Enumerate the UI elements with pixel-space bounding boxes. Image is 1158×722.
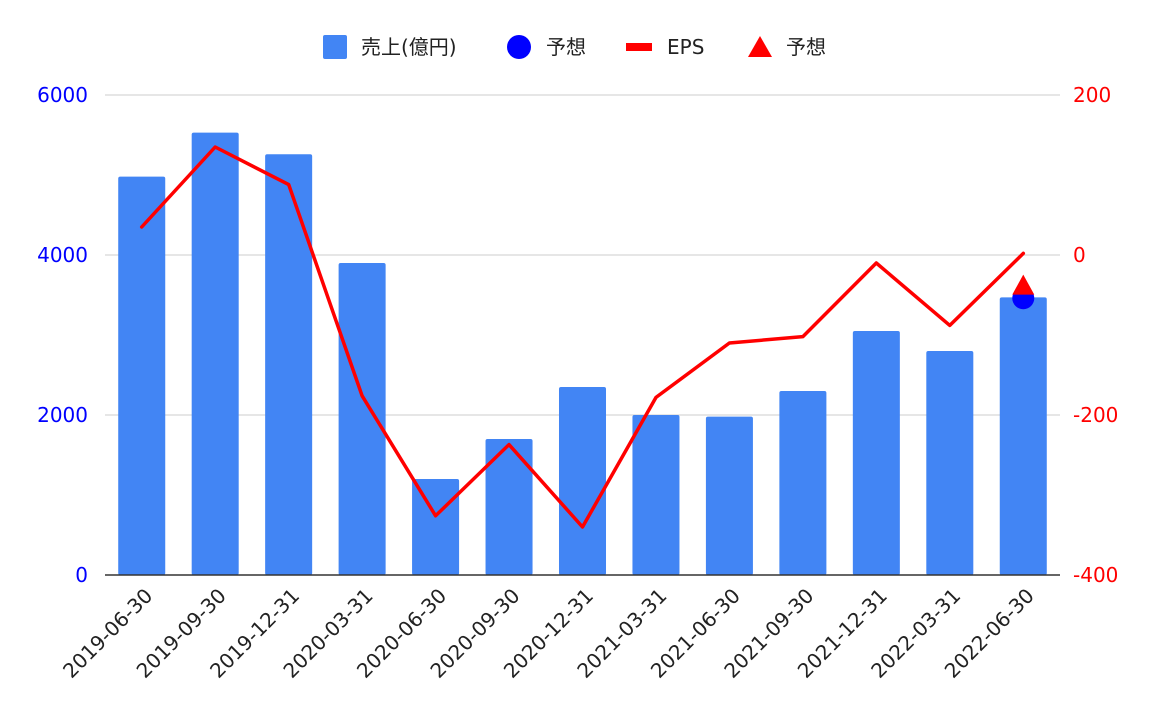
bar bbox=[558, 387, 607, 575]
bar bbox=[705, 416, 753, 575]
legend-label: 予想 bbox=[546, 35, 586, 59]
left-axis-tick-label: 0 bbox=[75, 563, 88, 587]
right-axis-tick-label: -400 bbox=[1073, 563, 1118, 587]
eps-line bbox=[139, 145, 1026, 529]
legend-label: 予想 bbox=[786, 35, 826, 59]
legend-label: EPS bbox=[667, 35, 704, 59]
legend-swatch-triangle bbox=[748, 36, 772, 57]
bar bbox=[485, 439, 533, 575]
legend-swatch-square bbox=[323, 35, 347, 59]
left-axis-tick-label: 4000 bbox=[37, 243, 88, 267]
grid-layer bbox=[105, 94, 1060, 416]
bar bbox=[632, 415, 680, 575]
bar bbox=[779, 391, 827, 575]
bar bbox=[412, 479, 460, 575]
forecast-eps-point bbox=[1012, 274, 1035, 295]
line-layer bbox=[139, 145, 1026, 529]
right-axis-tick-label: 0 bbox=[1073, 243, 1086, 267]
bar bbox=[852, 331, 900, 575]
legend-label: 売上(億円) bbox=[361, 35, 457, 59]
left-axis-tick-label: 2000 bbox=[37, 403, 88, 427]
bar bbox=[265, 154, 313, 575]
bar bbox=[118, 176, 166, 575]
bar bbox=[338, 263, 386, 575]
legend-swatch-circle bbox=[507, 35, 531, 59]
legend[interactable]: 売上(億円) 予想 EPS 予想 bbox=[323, 35, 826, 59]
legend-swatch-line bbox=[626, 43, 652, 51]
bar bbox=[191, 132, 239, 575]
right-axis-tick-label: 200 bbox=[1073, 83, 1111, 107]
right-axis-tick-label: -200 bbox=[1073, 403, 1118, 427]
bar-layer bbox=[118, 132, 1047, 575]
bar bbox=[926, 351, 974, 575]
left-axis-tick-label: 6000 bbox=[37, 83, 88, 107]
bar bbox=[999, 297, 1047, 575]
point-layer bbox=[1012, 274, 1035, 310]
